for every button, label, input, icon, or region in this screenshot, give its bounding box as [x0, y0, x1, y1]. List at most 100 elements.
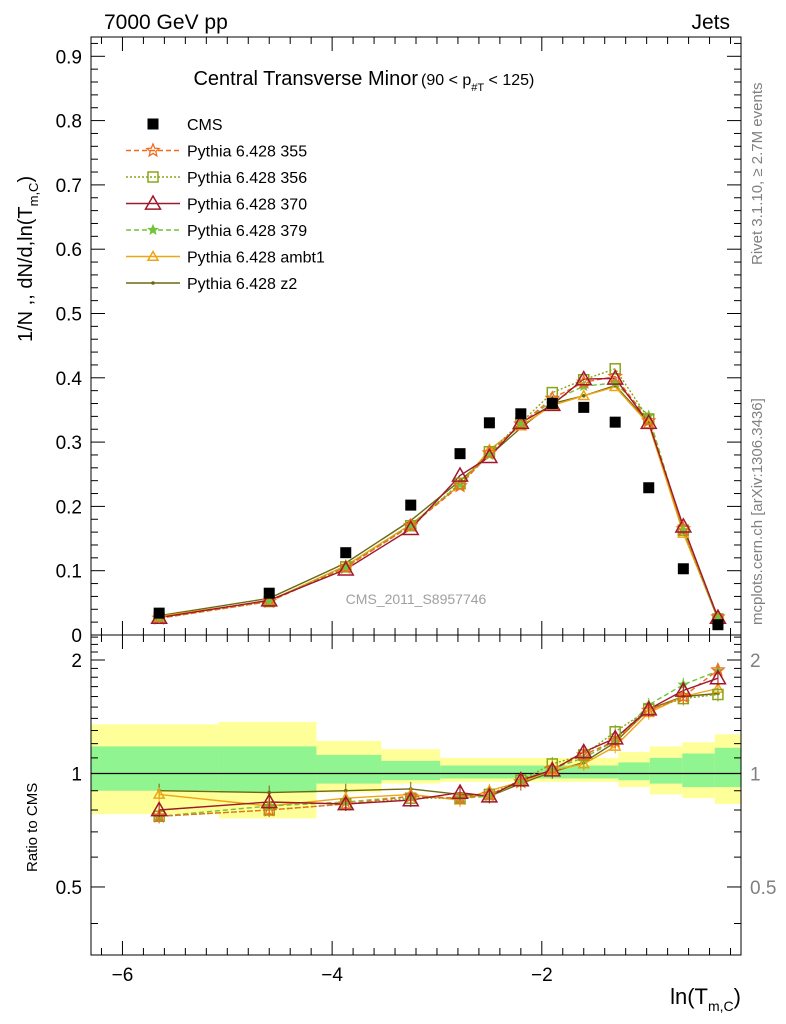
- legend-label-p379: Pythia 6.428 379: [187, 223, 307, 240]
- ratio-band-inner: [218, 746, 317, 793]
- main-y-tick-label: 0.8: [56, 112, 82, 133]
- data-point-cms: [483, 417, 495, 429]
- main-y-tick-label: 0.7: [56, 176, 82, 197]
- legend: CMS Pythia 6.428 355 Pythia 6.428 356 Pythi…: [126, 117, 325, 293]
- legend-label-p370: Pythia 6.428 370: [187, 197, 307, 214]
- marker-p370: [260, 591, 279, 607]
- main-y-tick-label: 0.6: [56, 240, 82, 261]
- title-cut-end: < 125): [484, 72, 534, 89]
- series-line-p379: [158, 382, 719, 619]
- ratio-marker-p370: [639, 700, 658, 716]
- x-tick-label: −6: [112, 965, 134, 986]
- main-plot: 0 0.1 0.2 0.3 0.4 0.5 0.6 0.7 0.8 0.9: [56, 36, 742, 647]
- marker-p356: [677, 524, 690, 536]
- main-plot-title-cut: (90 < p#T < 125): [421, 72, 534, 94]
- marker-z2: [581, 394, 586, 398]
- marker-ambt1: [577, 389, 591, 401]
- ratio-band-inner: [440, 765, 619, 779]
- data-point-cms: [454, 448, 466, 460]
- marker-p355: [513, 415, 529, 431]
- ratio-marker-p370: [543, 761, 562, 777]
- x-tick-label: −4: [321, 965, 343, 986]
- marker-p355: [452, 477, 468, 493]
- ratio-band-inner: [91, 746, 219, 791]
- legend-marker-z2: [151, 281, 155, 285]
- rivet-label: Rivet 3.1.10, ≥ 2.7M events: [749, 83, 766, 266]
- legend-marker-p379: [147, 223, 159, 235]
- data-point-cms: [677, 563, 689, 575]
- legend-label-data: CMS: [187, 117, 223, 134]
- main-y-axis-label-sub: m,C: [26, 183, 41, 207]
- marker-p370: [451, 466, 469, 482]
- marker-p355: [338, 559, 354, 575]
- ratio-band-inner: [618, 762, 650, 781]
- main-y-tick-label: 0.2: [56, 497, 82, 518]
- data-point-cms: [405, 499, 417, 511]
- marker-p355: [607, 368, 623, 384]
- ratio-band-inner: [714, 747, 741, 788]
- x-axis-label: ln(Tm,C): [670, 984, 741, 1014]
- marker-p356: [609, 363, 621, 375]
- ratio-marker-p355: [452, 790, 468, 805]
- marker-p370: [480, 447, 499, 464]
- ratio-marker-p355: [675, 688, 692, 704]
- ratio-band-inner: [316, 754, 382, 784]
- legend-marker-p370: [144, 194, 162, 210]
- ratio-y-tick-label: 2: [71, 651, 82, 672]
- ratio-y-tick-label-right: 0.5: [750, 878, 776, 899]
- ratio-y-tick-label: 0.5: [56, 878, 82, 899]
- ratio-marker-p370: [709, 669, 727, 685]
- data-point-cms: [712, 619, 724, 631]
- data-point-cms: [340, 547, 352, 559]
- ratio-marker-p370: [336, 794, 355, 811]
- process-label: Jets: [691, 11, 730, 34]
- ratio-y-tick-label: 1: [71, 764, 82, 785]
- ratio-band-inner: [649, 757, 683, 784]
- ratio-marker-z2: [267, 790, 272, 795]
- marker-p370: [401, 519, 420, 536]
- legend-label-p356: Pythia 6.428 356: [187, 170, 307, 187]
- data-point-cms: [546, 398, 558, 410]
- marker-p379: [514, 417, 527, 430]
- data-point-cms: [263, 587, 275, 599]
- legend-label-ambt1: Pythia 6.428 ambt1: [187, 250, 325, 267]
- marker-p379: [454, 477, 466, 489]
- x-axis-label-sub: m,C: [708, 998, 734, 1014]
- legend-marker-ambt1: [146, 249, 160, 261]
- ratio-marker-p370: [480, 787, 499, 803]
- marker-p370: [606, 369, 624, 385]
- main-y-tick-label: 0.1: [56, 562, 82, 583]
- ratio-marker-p370: [150, 801, 168, 817]
- legend-label-p355: Pythia 6.428 355: [187, 144, 307, 161]
- ratio-band-inner: [381, 760, 441, 781]
- energy-label: 7000 GeV pp: [104, 11, 228, 34]
- ratio-y-tick-label-right: 2: [750, 651, 761, 672]
- main-y-tick-label: 0: [71, 626, 82, 647]
- marker-p355: [641, 412, 657, 428]
- main-y-axis-label: 1/N ,, dN/d,ln(Tm,C): [15, 176, 41, 342]
- marker-p355: [481, 444, 498, 460]
- legend-marker-data: [147, 118, 159, 130]
- data-point-cms: [515, 408, 527, 420]
- marker-p370: [574, 370, 593, 386]
- main-y-tick-label: 0.5: [56, 304, 82, 325]
- ratio-marker-p370: [451, 783, 469, 799]
- legend-label-z2: Pythia 6.428 z2: [187, 276, 297, 293]
- ratio-marker-p370: [401, 791, 420, 807]
- legend-marker-p356: [147, 171, 159, 183]
- main-y-axis-label-end: ): [15, 176, 37, 183]
- marker-p370: [639, 413, 658, 430]
- x-axis-label-end: ): [734, 984, 741, 1009]
- marker-p370: [674, 517, 693, 533]
- analysis-label: CMS_2011_S8957746: [346, 591, 487, 607]
- marker-p370: [512, 413, 530, 430]
- x-tick-label: −2: [531, 965, 553, 986]
- ratio-marker-p370: [606, 729, 624, 745]
- ratio-marker-p370: [574, 743, 593, 759]
- ratio-marker-ambt1: [577, 757, 591, 769]
- data-point-cms: [153, 607, 165, 619]
- ratio-y-tick-label-right: 1: [750, 764, 761, 785]
- mcplots-label: mcplots.cern.ch [arXiv:1306.3436]: [749, 398, 766, 625]
- ratio-marker-p355: [151, 808, 167, 823]
